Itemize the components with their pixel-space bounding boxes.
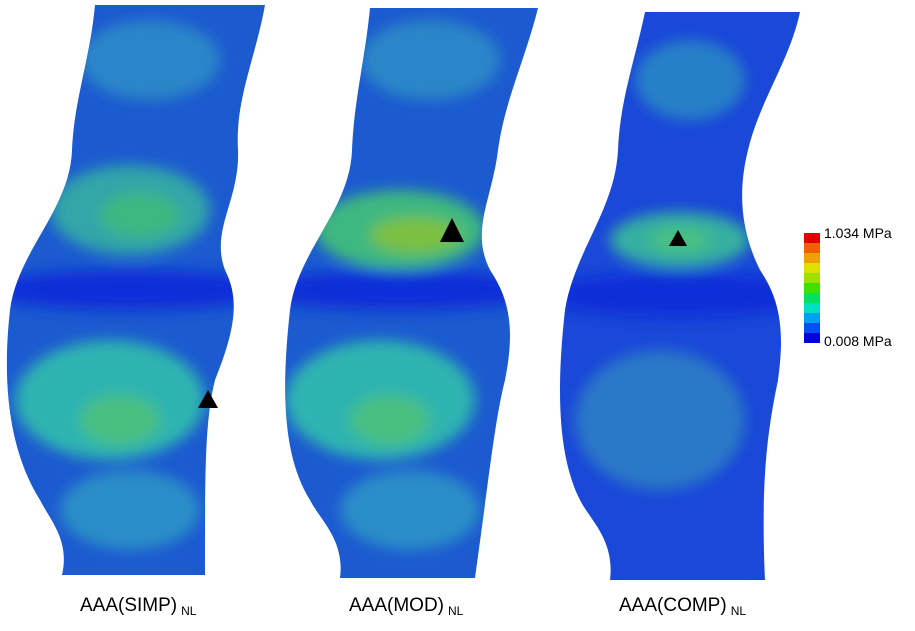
- vessel-mod: [285, 8, 538, 578]
- colorbar-swatch: [804, 313, 820, 323]
- colorbar-swatch: [804, 253, 820, 263]
- panel-label: AAA(COMP) NL: [619, 595, 746, 618]
- colorbar-swatch: [804, 323, 820, 333]
- marker: [669, 230, 687, 246]
- colorbar-swatch: [804, 303, 820, 313]
- label-main: AAA(COMP): [619, 595, 727, 616]
- colorbar-swatch: [804, 263, 820, 273]
- label-subscript: NL: [731, 604, 747, 618]
- label-subscript: NL: [181, 604, 197, 618]
- label-main: AAA(SIMP): [80, 595, 177, 616]
- colorbar-swatch: [804, 233, 820, 243]
- marker: [198, 390, 218, 408]
- panel-label: AAA(MOD) NL: [349, 595, 464, 618]
- marker: [440, 218, 464, 242]
- colorbar-swatch: [804, 293, 820, 303]
- colorbar-max: 1.034 MPa: [824, 225, 892, 241]
- colorbar-swatch: [804, 283, 820, 293]
- colorbar-swatch: [804, 333, 820, 343]
- colorbar-swatch: [804, 273, 820, 283]
- label-main: AAA(MOD): [349, 595, 444, 616]
- colorbar-min: 0.008 MPa: [824, 333, 892, 349]
- colorbar-swatch: [804, 243, 820, 253]
- label-subscript: NL: [448, 604, 464, 618]
- vessel-comp: [560, 12, 800, 580]
- colorbar: 1.034 MPa 0.008 MPa: [804, 225, 892, 349]
- panel-label: AAA(SIMP) NL: [80, 595, 197, 618]
- vessel-simp: [6, 5, 266, 575]
